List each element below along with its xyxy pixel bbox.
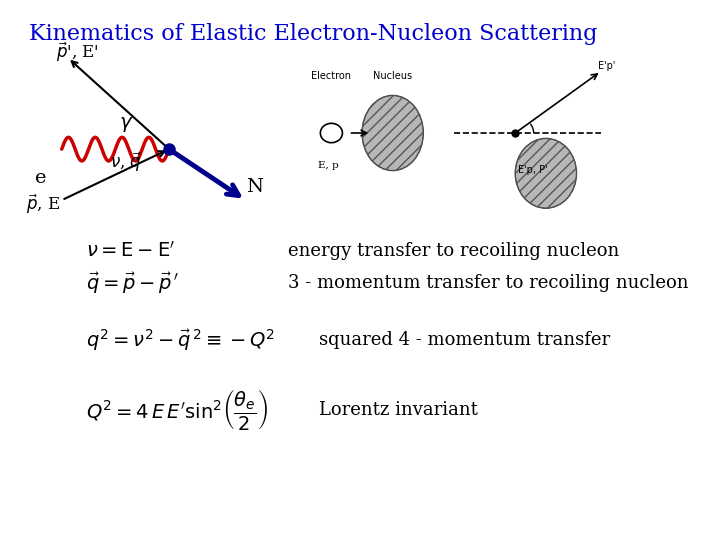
Text: $\nu = \mathrm{E} - \mathrm{E}^\prime$: $\nu = \mathrm{E} - \mathrm{E}^\prime$ — [86, 241, 176, 261]
Text: squared 4 - momentum transfer: squared 4 - momentum transfer — [319, 331, 611, 349]
Text: e: e — [35, 168, 46, 187]
Text: Electron: Electron — [311, 71, 351, 82]
Text: $q^2 = \nu^2 - \vec{q}^{\,2} \equiv -Q^2$: $q^2 = \nu^2 - \vec{q}^{\,2} \equiv -Q^2… — [86, 327, 276, 353]
Text: $\vec{p}$', E': $\vec{p}$', E' — [55, 40, 99, 64]
Text: $\nu$, $\vec{q}$: $\nu$, $\vec{q}$ — [110, 151, 142, 174]
Ellipse shape — [516, 138, 577, 208]
Text: $\vec{q} = \vec{p} - \vec{p}^{\,\prime}$: $\vec{q} = \vec{p} - \vec{p}^{\,\prime}$ — [86, 271, 179, 296]
Text: $Q^2 = 4\,E\,E^{\prime}\sin^2\!\left(\dfrac{\theta_e}{2}\right)$: $Q^2 = 4\,E\,E^{\prime}\sin^2\!\left(\df… — [86, 387, 269, 432]
Text: N: N — [246, 178, 264, 195]
Text: $\gamma$: $\gamma$ — [119, 116, 133, 134]
Text: $\vec{p}$, E: $\vec{p}$, E — [27, 193, 60, 216]
Text: 3 - momentum transfer to recoiling nucleon: 3 - momentum transfer to recoiling nucle… — [289, 274, 689, 293]
Text: Kinematics of Elastic Electron-Nucleon Scattering: Kinematics of Elastic Electron-Nucleon S… — [29, 23, 597, 45]
Text: E'p, P': E'p, P' — [518, 165, 548, 176]
Ellipse shape — [362, 96, 423, 171]
Text: Nucleus: Nucleus — [373, 71, 413, 82]
Text: E, p: E, p — [318, 161, 338, 170]
Text: energy transfer to recoiling nucleon: energy transfer to recoiling nucleon — [289, 242, 620, 260]
Text: Lorentz invariant: Lorentz invariant — [319, 401, 478, 418]
Text: E'p': E'p' — [598, 60, 616, 71]
